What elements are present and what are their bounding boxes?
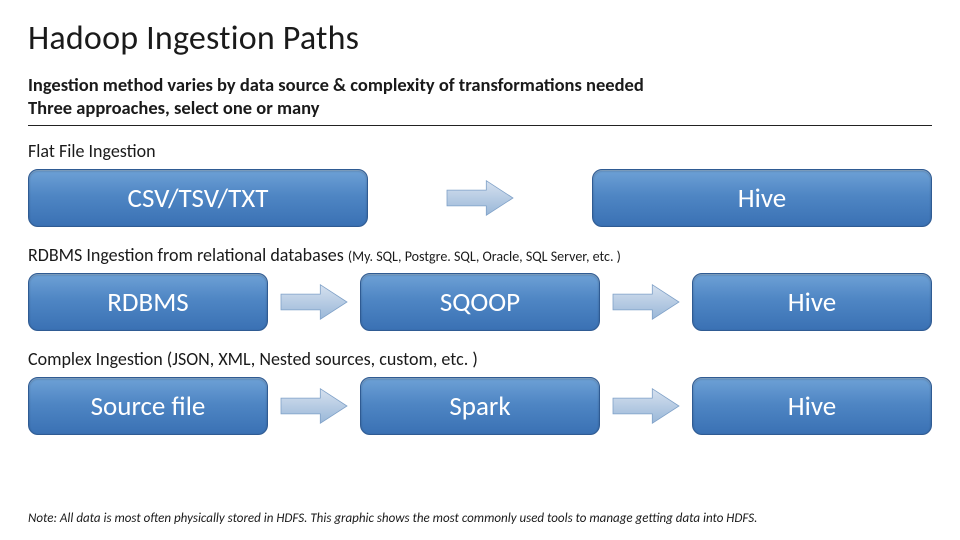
box-sqoop: SQOOP	[360, 273, 600, 331]
box-source-file: Source file	[28, 377, 268, 435]
section-label-complex: Complex Ingestion (JSON, XML, Nested sou…	[28, 348, 932, 370]
box-csv-tsv-txt: CSV/TSV/TXT	[28, 169, 368, 227]
section-label-flat: Flat File Ingestion	[28, 140, 932, 162]
arrow-icon	[268, 384, 360, 428]
flow-row-rdbms: RDBMS SQOOP Hive	[28, 270, 932, 334]
box-rdbms: RDBMS	[28, 273, 268, 331]
subtitle-line-2: Three approaches, select one or many	[28, 96, 320, 119]
divider	[28, 125, 932, 126]
flow-row-complex: Source file Spark Hive	[28, 374, 932, 438]
page-title: Hadoop Ingestion Paths	[28, 18, 932, 59]
box-hive: Hive	[692, 273, 932, 331]
arrow-icon	[600, 280, 692, 324]
section-label-rdbms-paren: (My. SQL, Postgre. SQL, Oracle, SQL Serv…	[348, 248, 621, 265]
footnote: Note: All data is most often physically …	[28, 511, 932, 526]
arrow-icon	[268, 280, 360, 324]
box-spark: Spark	[360, 377, 600, 435]
section-label-rdbms-main: RDBMS Ingestion from relational database…	[28, 244, 348, 266]
box-hive: Hive	[692, 377, 932, 435]
section-label-rdbms: RDBMS Ingestion from relational database…	[28, 244, 932, 266]
flow-row-flat: CSV/TSV/TXT Hive	[28, 166, 932, 230]
slide: Hadoop Ingestion Paths Ingestion method …	[0, 0, 960, 540]
arrow-icon	[600, 384, 692, 428]
subtitle-line-1: Ingestion method varies by data source &…	[28, 73, 644, 96]
arrow-icon	[368, 176, 592, 220]
subtitle: Ingestion method varies by data source &…	[28, 73, 932, 119]
box-hive: Hive	[592, 169, 932, 227]
